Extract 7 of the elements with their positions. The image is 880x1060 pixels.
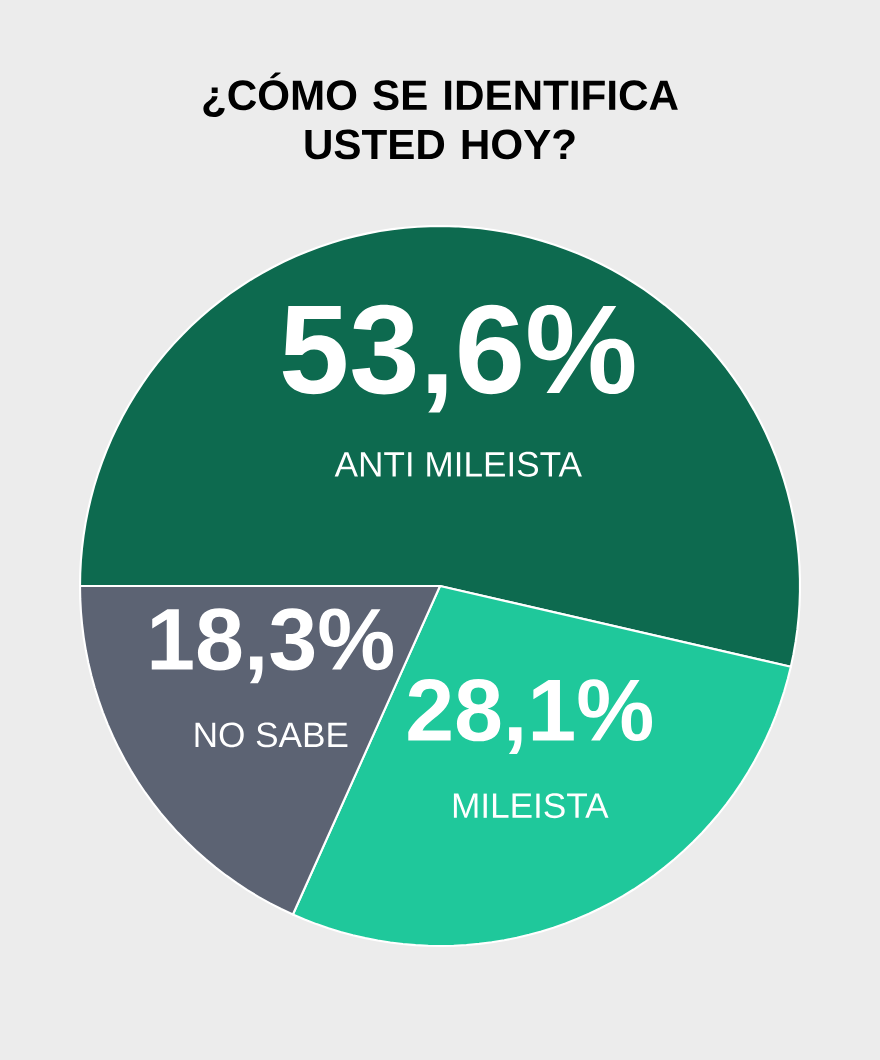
slice-label: ANTI MILEISTA xyxy=(334,451,582,477)
data-label: 53,6% xyxy=(282,304,635,413)
slice-label: NO SABE xyxy=(195,722,348,748)
chart-title: ¿CÓMO SE IDENTIFICA USTED HOY? xyxy=(203,72,678,160)
slice-label: MILEISTA xyxy=(453,793,609,819)
data-label: 18,3% xyxy=(151,608,394,684)
data-label: 28,1% xyxy=(408,679,653,755)
